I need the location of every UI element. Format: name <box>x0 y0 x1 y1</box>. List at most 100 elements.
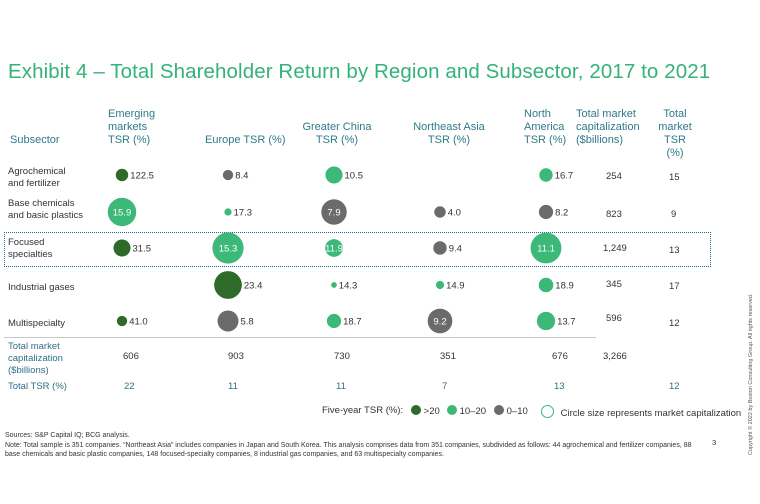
tsr-value-label: 9.2 <box>433 316 446 327</box>
tsr-bubble <box>107 197 137 227</box>
row-mktcap: 1,249 <box>603 243 627 254</box>
tsr-value-label: 10.5 <box>345 170 364 181</box>
tsr-value-label: 11.9 <box>325 243 343 254</box>
header-namerica: North America TSR (%) <box>524 108 567 146</box>
legend-item: 0–10 <box>494 405 528 417</box>
total-tsr-value: 22 <box>124 381 135 392</box>
tsr-bubble <box>212 232 244 264</box>
page-title: Exhibit 4 – Total Shareholder Return by … <box>8 60 711 83</box>
tsr-bubble <box>331 282 337 288</box>
legend-swatch-dark <box>411 405 421 415</box>
total-tsr-value: 11 <box>228 381 238 392</box>
tsr-bubble <box>427 308 453 334</box>
tsr-bubble <box>217 310 239 332</box>
row-total-tsr: 15 <box>669 172 680 183</box>
tsr-value-label: 11.1 <box>537 243 555 254</box>
tsr-value-label: 5.8 <box>241 316 254 327</box>
tsr-bubble <box>115 168 129 182</box>
tsr-bubble <box>434 206 446 218</box>
total-mktcap-value: 676 <box>552 351 568 362</box>
total-mktcap-value: 351 <box>440 351 456 362</box>
tsr-value-label: 122.5 <box>130 170 154 181</box>
header-mktcap: Total market capitalization ($billions) <box>576 108 640 146</box>
tsr-bubble <box>538 277 554 293</box>
total-tsr-value: 11 <box>336 381 346 392</box>
legend-size-note: Circle size represents market capitaliza… <box>541 405 741 419</box>
total-tsr-value: 7 <box>442 381 448 392</box>
row-total-tsr: 9 <box>671 209 677 220</box>
total-tsr-value: 13 <box>554 381 565 392</box>
tsr-value-label: 17.3 <box>234 207 253 218</box>
total-tsr-value: 12 <box>669 381 680 392</box>
focused-specialties-highlight <box>4 232 711 267</box>
row-label-agro: Agrochemical and fertilizer <box>8 166 66 189</box>
tsr-value-label: 9.4 <box>449 243 462 254</box>
tsr-value-label: 41.0 <box>129 316 148 327</box>
total-mktcap-value: 606 <box>123 351 139 362</box>
total-mktcap-value: 730 <box>334 351 350 362</box>
tsr-value-label: 14.3 <box>339 280 358 291</box>
tsr-bubble <box>433 241 447 255</box>
tsr-value-label: 15.9 <box>113 207 132 218</box>
header-china: Greater China TSR (%) <box>302 121 372 146</box>
row-mktcap: 823 <box>606 209 622 220</box>
legend-item: >20 <box>411 405 440 417</box>
tsr-bubble <box>435 280 445 290</box>
row-mktcap: 254 <box>606 171 622 182</box>
legend-item: 10–20 <box>447 405 486 417</box>
tsr-value-label: 13.7 <box>557 316 576 327</box>
tsr-bubble <box>222 169 234 181</box>
row-mktcap: 596 <box>606 313 622 324</box>
tsr-bubble <box>536 311 556 331</box>
tsr-value-label: 8.4 <box>235 170 248 181</box>
total-mktcap-value: 3,266 <box>603 351 627 362</box>
page-number: 3 <box>712 438 717 447</box>
tsr-value-label: 4.0 <box>448 207 461 218</box>
tsr-bubble <box>325 239 343 257</box>
tsr-bubble <box>214 271 242 299</box>
tsr-value-label: 8.2 <box>555 207 568 218</box>
row-mktcap: 345 <box>606 279 622 290</box>
row-total-tsr: 12 <box>669 318 680 329</box>
tsr-bubble <box>326 313 342 329</box>
total-mktcap-label: Total market capitalization ($billions) <box>8 341 63 376</box>
tsr-bubble <box>116 315 128 327</box>
tsr-value-label: 14.9 <box>446 280 465 291</box>
tsr-bubble <box>530 232 562 264</box>
legend-swatch-green <box>447 405 457 415</box>
tsr-value-label: 15.3 <box>219 243 238 254</box>
header-europe: Europe TSR (%) <box>205 134 286 146</box>
tsr-value-label: 16.7 <box>555 170 574 181</box>
tsr-bubble <box>538 204 554 220</box>
legend: Five-year TSR (%): <box>322 405 403 416</box>
sources-note: Sources: S&P Capital IQ; BCG analysis. N… <box>5 432 692 458</box>
divider <box>4 337 596 338</box>
header-neasia: Northeast Asia TSR (%) <box>413 121 485 146</box>
tsr-bubble <box>113 239 131 257</box>
row-total-tsr: 13 <box>669 245 680 256</box>
total-mktcap-value: 903 <box>228 351 244 362</box>
circle-outline-icon <box>541 405 554 418</box>
legend-swatch-gray <box>494 405 504 415</box>
tsr-bubble <box>325 166 343 184</box>
row-label-multi: Multispecialty <box>8 318 66 329</box>
tsr-value-label: 23.4 <box>244 280 263 291</box>
row-label-gases: Industrial gases <box>8 282 75 293</box>
tsr-bubble <box>539 168 553 182</box>
copyright: Copyright © 2022 by Boston Consulting Gr… <box>748 293 754 456</box>
header-emerging: Emerging markets TSR (%) <box>108 108 156 146</box>
header-subsector: Subsector <box>10 134 60 146</box>
row-label-base: Base chemicals and basic plastics <box>8 198 83 221</box>
header-total-tsr: Total market TSR (%) <box>658 108 692 159</box>
tsr-value-label: 31.5 <box>133 243 152 254</box>
tsr-value-label: 18.7 <box>343 316 362 327</box>
row-total-tsr: 17 <box>669 281 680 292</box>
row-label-focused: Focused specialties <box>8 237 53 260</box>
tsr-value-label: 18.9 <box>555 280 574 291</box>
tsr-bubble <box>224 208 232 216</box>
tsr-value-label: 7.9 <box>327 207 340 218</box>
total-tsr-label: Total TSR (%) <box>8 381 67 392</box>
legend-title: Five-year TSR (%): <box>322 405 404 416</box>
tsr-bubble <box>321 199 347 225</box>
